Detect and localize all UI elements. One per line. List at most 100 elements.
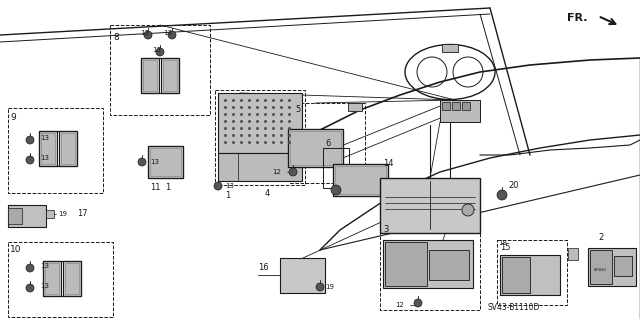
Circle shape <box>331 185 341 195</box>
Bar <box>290 131 341 165</box>
Text: AIRBAG: AIRBAG <box>595 268 608 272</box>
Bar <box>290 103 365 183</box>
Circle shape <box>168 31 176 39</box>
Circle shape <box>144 31 152 39</box>
Bar <box>215 90 305 185</box>
Bar <box>163 60 177 91</box>
Bar <box>161 58 179 93</box>
Bar <box>288 129 343 167</box>
Bar <box>333 164 388 196</box>
Bar <box>43 261 81 296</box>
Text: 7: 7 <box>440 233 445 241</box>
Text: 13: 13 <box>40 263 49 269</box>
Text: 14: 14 <box>383 160 394 168</box>
Bar <box>323 148 349 188</box>
Text: 9: 9 <box>10 114 16 122</box>
Circle shape <box>26 264 34 272</box>
Bar <box>462 102 470 110</box>
Text: 13: 13 <box>40 155 49 161</box>
Bar <box>143 60 157 91</box>
Circle shape <box>26 136 34 144</box>
Text: 3: 3 <box>383 226 388 234</box>
Bar <box>440 100 480 122</box>
Bar <box>428 192 452 212</box>
Circle shape <box>138 158 146 166</box>
Text: 12: 12 <box>272 169 281 175</box>
Text: 13: 13 <box>163 30 172 36</box>
Bar <box>500 255 560 295</box>
Text: 19: 19 <box>325 284 334 290</box>
Bar <box>502 257 530 293</box>
Text: 4: 4 <box>265 189 270 197</box>
Text: 6: 6 <box>325 138 330 147</box>
Bar <box>65 263 79 294</box>
Bar <box>380 178 480 233</box>
Text: 16: 16 <box>258 263 269 272</box>
Bar <box>348 103 362 111</box>
Bar <box>218 93 302 153</box>
Text: 19: 19 <box>58 211 67 217</box>
Bar <box>452 102 460 110</box>
Bar <box>39 131 57 166</box>
Text: SV43-B1110D: SV43-B1110D <box>487 302 540 311</box>
Text: 1: 1 <box>165 182 170 191</box>
Bar <box>8 108 103 193</box>
Text: 8: 8 <box>113 33 119 42</box>
Bar <box>429 250 469 280</box>
Text: 13: 13 <box>150 159 159 165</box>
Bar <box>280 258 325 293</box>
Bar <box>385 242 427 286</box>
Bar <box>497 240 567 305</box>
Bar <box>614 256 632 276</box>
Circle shape <box>316 283 324 291</box>
Text: FR.: FR. <box>568 13 588 23</box>
Bar <box>335 166 386 194</box>
Circle shape <box>462 204 474 216</box>
Text: 20: 20 <box>508 181 518 189</box>
Circle shape <box>414 299 422 307</box>
Text: 12: 12 <box>395 302 404 308</box>
Bar <box>288 129 343 167</box>
Bar <box>8 242 113 317</box>
Circle shape <box>26 156 34 164</box>
Text: 1: 1 <box>225 191 230 201</box>
Text: 17: 17 <box>77 210 88 219</box>
Bar <box>63 261 81 296</box>
Text: 11: 11 <box>150 182 161 191</box>
Bar <box>41 133 55 164</box>
Bar <box>150 148 181 176</box>
Bar <box>141 58 159 93</box>
Bar <box>59 131 77 166</box>
Bar <box>442 102 450 110</box>
Bar <box>442 44 458 52</box>
Text: 2: 2 <box>598 234 604 242</box>
Bar <box>588 248 636 286</box>
Bar <box>46 210 54 218</box>
Bar <box>380 225 480 310</box>
Text: 13: 13 <box>40 135 49 141</box>
Bar <box>383 240 473 288</box>
Bar <box>61 133 75 164</box>
Bar <box>8 205 46 227</box>
Text: 13: 13 <box>40 283 49 289</box>
Bar <box>110 25 210 115</box>
Bar <box>590 250 612 284</box>
Bar <box>333 164 388 196</box>
Text: 13: 13 <box>152 47 161 53</box>
Bar <box>43 261 61 296</box>
Circle shape <box>289 168 297 176</box>
Text: 18: 18 <box>498 240 507 246</box>
Bar <box>8 208 22 224</box>
Text: 15: 15 <box>500 243 511 253</box>
Bar <box>218 153 302 181</box>
Bar <box>45 263 59 294</box>
Text: 13: 13 <box>140 30 149 36</box>
Circle shape <box>497 190 507 200</box>
Circle shape <box>214 182 222 190</box>
Bar <box>568 248 578 260</box>
Text: 10: 10 <box>10 246 22 255</box>
Bar <box>148 146 183 178</box>
Bar <box>39 131 77 166</box>
Bar <box>148 146 183 178</box>
Text: 5: 5 <box>295 106 300 115</box>
